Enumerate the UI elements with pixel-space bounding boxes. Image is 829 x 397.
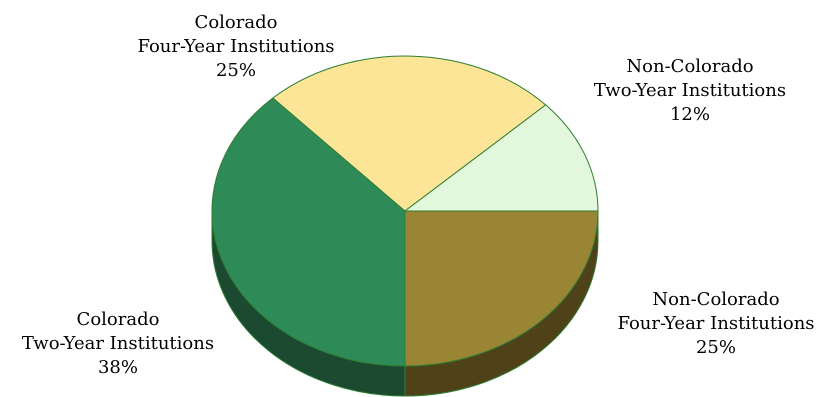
slice-label-pct-2: 25% bbox=[216, 60, 256, 81]
pie-slice-1 bbox=[211, 97, 406, 367]
slice-label-pct-0: 25% bbox=[696, 337, 736, 358]
pie-slice-2 bbox=[272, 55, 547, 212]
pie-top bbox=[211, 55, 599, 367]
slice-label-pct-3: 12% bbox=[670, 104, 710, 125]
pie-slice-3 bbox=[403, 104, 599, 212]
slice-label-pct-1: 38% bbox=[98, 357, 138, 378]
slice-label-name2-2: Four-Year Institutions bbox=[137, 36, 334, 57]
slice-label-name2-0: Four-Year Institutions bbox=[617, 313, 814, 334]
slice-label-name2-3: Two-Year Institutions bbox=[594, 80, 786, 101]
slice-label-name2-1: Two-Year Institutions bbox=[22, 333, 214, 354]
slice-label-name1-0: Non-Colorado bbox=[652, 289, 779, 310]
slice-labels: Non-Colorado Four-Year Institutions 25% … bbox=[22, 12, 815, 378]
slice-label-name1-2: Colorado bbox=[195, 12, 278, 33]
slice-label-name1-3: Non-Colorado bbox=[626, 56, 753, 77]
pie-slice-0 bbox=[404, 210, 599, 367]
slice-label-name1-1: Colorado bbox=[77, 309, 160, 330]
